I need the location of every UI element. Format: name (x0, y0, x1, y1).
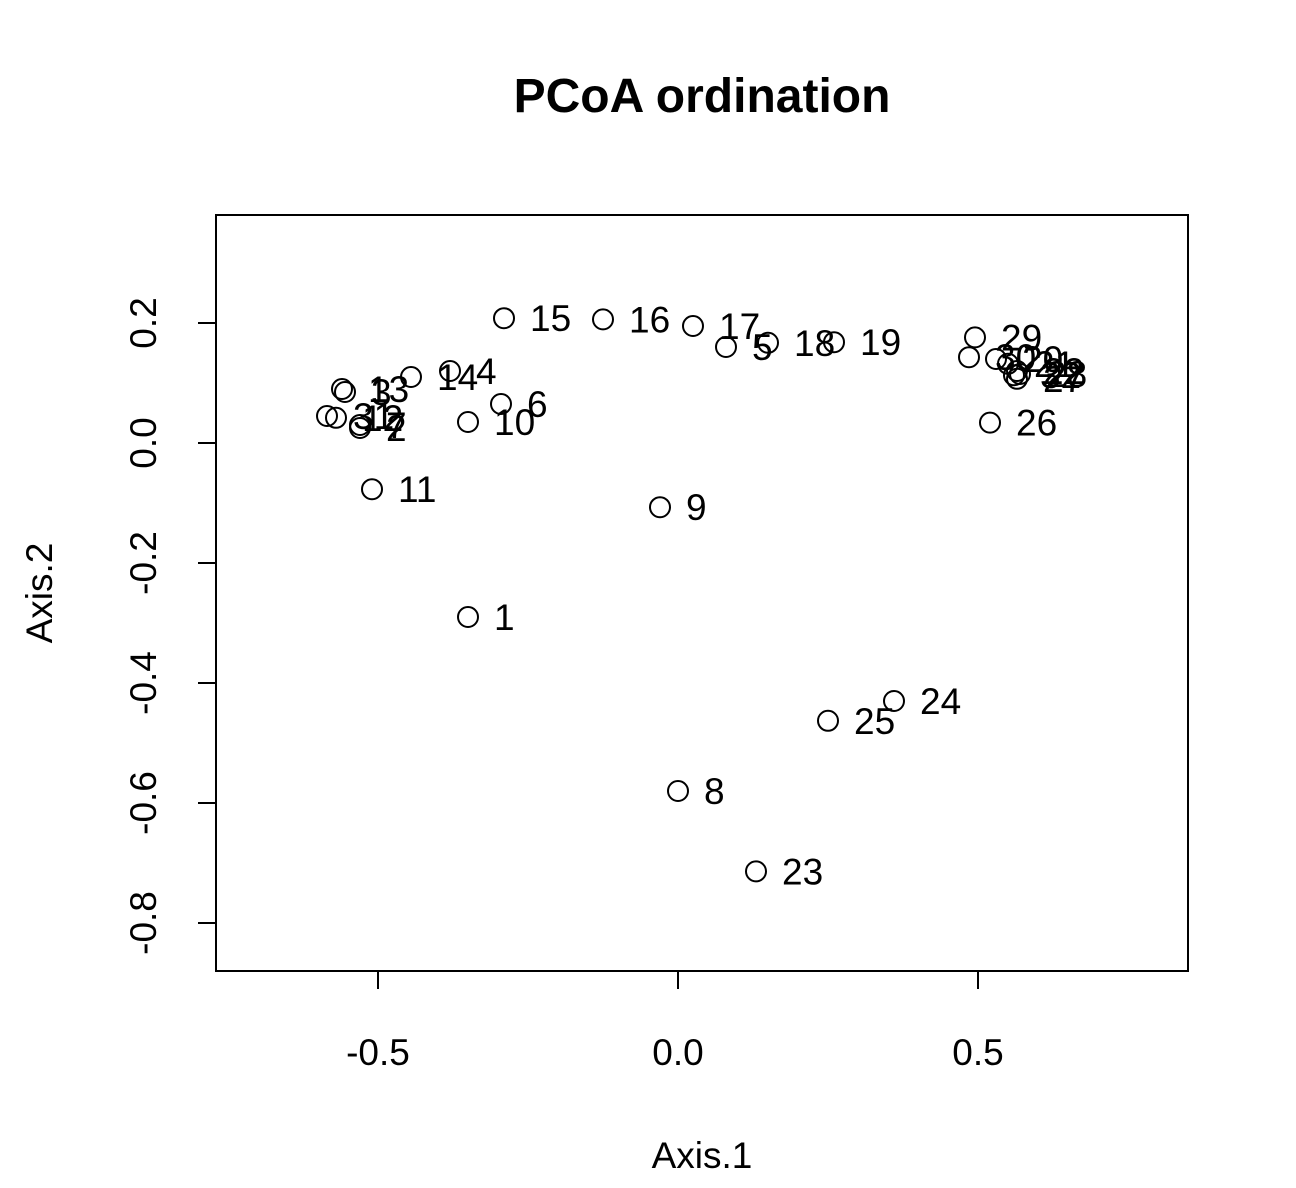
data-point (979, 411, 1001, 434)
x-tick-label: -0.5 (346, 1032, 410, 1073)
point-label: 13 (368, 369, 409, 410)
point-label: 25 (854, 701, 895, 742)
point-label: 8 (704, 771, 725, 812)
point-label: 12 (362, 398, 403, 439)
x-axis-label: Axis.1 (652, 1135, 753, 1176)
point-label: 16 (629, 299, 670, 340)
data-point (361, 478, 383, 501)
point-label: 9 (686, 487, 707, 528)
point-label: 21 (1034, 344, 1075, 385)
point-label: 1 (494, 597, 515, 638)
data-point (349, 414, 371, 436)
data-point (325, 406, 347, 429)
data-point (823, 331, 845, 354)
data-point (592, 308, 614, 331)
data-point (316, 405, 338, 427)
point-label: 4 (476, 351, 497, 392)
point-label: 19 (860, 322, 901, 363)
point-label: 29 (1001, 317, 1042, 358)
point-label: 3 (371, 372, 392, 413)
data-point (457, 606, 479, 628)
y-tick-label: -0.4 (123, 651, 164, 715)
data-point (958, 346, 980, 369)
y-tick-label: 0.2 (123, 297, 164, 348)
plot-frame (215, 214, 1189, 972)
point-label: 26 (1016, 403, 1057, 444)
point-label: 24 (920, 681, 961, 722)
point-label: 6 (527, 384, 548, 425)
data-point (649, 496, 671, 519)
data-point (439, 360, 461, 382)
data-point (1006, 360, 1028, 382)
data-point (457, 411, 479, 433)
point-label: 22 (1043, 351, 1084, 392)
point-label: 15 (530, 298, 571, 339)
point-label: 10 (494, 402, 535, 443)
data-point (331, 378, 353, 400)
point-label: 11 (398, 469, 436, 510)
point-label: 17 (719, 306, 760, 347)
point-label: 20 (1022, 339, 1063, 380)
point-label: 27 (1043, 359, 1084, 400)
point-label: 7 (386, 405, 407, 446)
point-label: 31 (353, 396, 394, 437)
data-point (1003, 364, 1025, 387)
data-point (682, 315, 704, 337)
x-axis: -0.5 0.0 0.5 (346, 971, 1004, 1073)
data-point (334, 381, 356, 403)
y-tick-label: -0.6 (123, 771, 164, 835)
data-point (490, 393, 512, 415)
point-label: 5 (752, 327, 773, 368)
data-point (817, 709, 839, 732)
point-label: 23 (782, 851, 823, 892)
data-point (745, 860, 767, 883)
data-point (400, 366, 422, 388)
y-axis-label: Axis.2 (19, 543, 60, 644)
point-label: 18 (794, 323, 835, 364)
data-point (964, 326, 986, 349)
point-label: 14 (437, 357, 478, 398)
data-point (493, 307, 515, 330)
x-tick-label: 0.0 (652, 1032, 703, 1073)
point-label: 28 (1046, 354, 1087, 395)
data-point (1006, 367, 1028, 390)
data-point (667, 780, 689, 802)
chart-title: PCoA ordination (514, 70, 891, 123)
y-tick-label: 0.0 (123, 417, 164, 468)
data-point (757, 331, 779, 354)
point-label: 32 (1040, 355, 1081, 396)
data-point (985, 348, 1007, 370)
points-layer (316, 307, 1031, 883)
data-point (883, 690, 905, 712)
x-tick-label: 0.5 (952, 1032, 1003, 1073)
point-label: 2 (386, 408, 407, 449)
y-axis: 0.2 0.0 -0.2 -0.4 -0.6 -0.8 (123, 297, 216, 955)
y-tick-label: -0.2 (123, 531, 164, 595)
y-tick-label: -0.8 (123, 891, 164, 955)
point-label: 30 (995, 337, 1036, 378)
data-point (715, 336, 737, 358)
